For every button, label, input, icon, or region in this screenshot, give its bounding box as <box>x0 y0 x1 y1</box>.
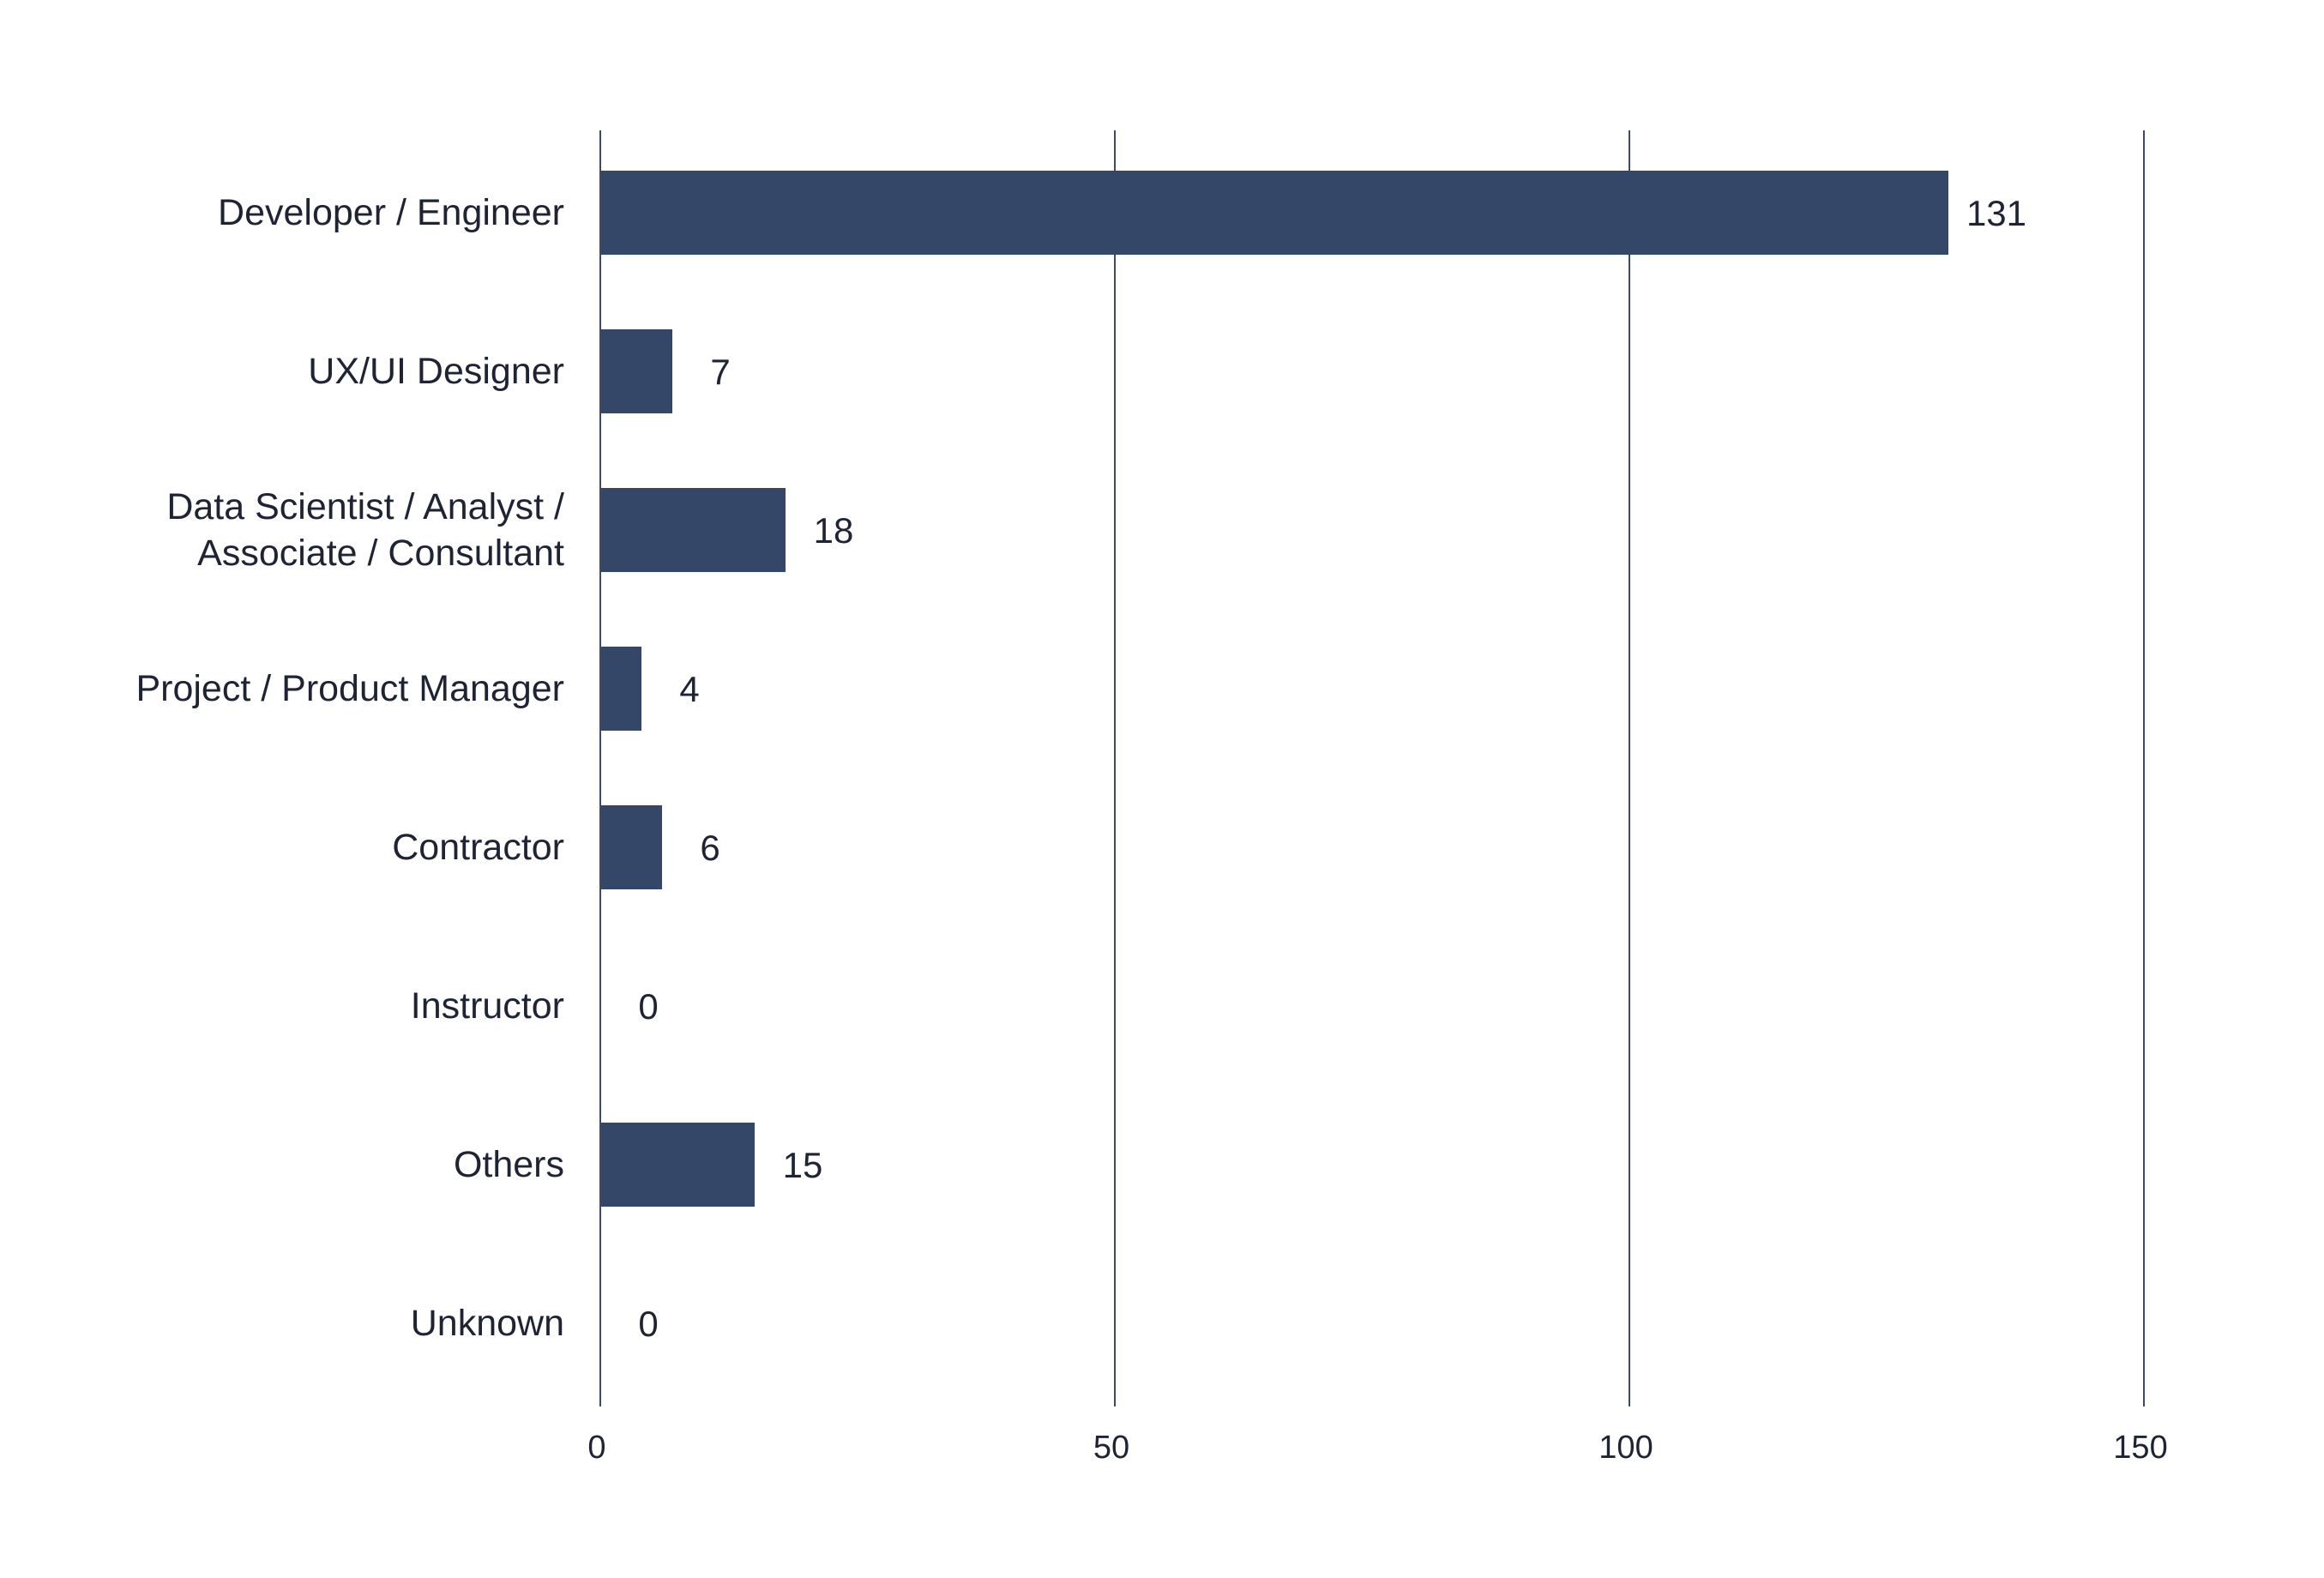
bar-2 <box>600 488 786 572</box>
x-tick-label-150: 150 <box>2113 1430 2167 1466</box>
bar-1 <box>600 329 672 413</box>
category-label-1: UX/UI Designer <box>308 351 564 392</box>
value-label-6: 15 <box>783 1145 823 1185</box>
value-label-2: 18 <box>814 510 854 551</box>
category-label-2-line-0: Data Scientist / Analyst / <box>166 486 564 527</box>
value-label-4: 6 <box>700 828 719 868</box>
bar-0 <box>600 171 1948 255</box>
value-labels: 131 7 18 4 6 0 15 0 <box>638 193 2026 1344</box>
category-label-7: Unknown <box>411 1303 564 1344</box>
x-tick-label-100: 100 <box>1599 1430 1653 1466</box>
category-label-5: Instructor <box>411 985 564 1027</box>
value-label-0: 131 <box>1966 193 2026 233</box>
bar-3 <box>600 647 641 731</box>
bar-6 <box>600 1123 755 1207</box>
value-label-7: 0 <box>638 1304 658 1344</box>
value-label-1: 7 <box>710 352 730 392</box>
value-label-3: 4 <box>679 669 699 709</box>
category-label-3: Project / Product Manager <box>135 668 564 709</box>
category-label-6: Others <box>454 1144 564 1185</box>
category-label-4: Contractor <box>392 827 564 868</box>
category-label-2-line-1: Associate / Consultant <box>197 533 564 574</box>
category-labels: Developer / Engineer UX/UI Designer Data S… <box>135 192 564 1344</box>
x-tick-label-50: 50 <box>1093 1430 1129 1466</box>
x-tick-labels: 0 50 100 150 <box>587 1430 2167 1466</box>
category-label-0: Developer / Engineer <box>218 192 564 233</box>
bars <box>600 171 1948 1207</box>
bar-4 <box>600 805 662 889</box>
x-tick-label-0: 0 <box>587 1430 605 1466</box>
value-label-5: 0 <box>638 986 658 1027</box>
gridlines <box>1114 130 2145 1406</box>
